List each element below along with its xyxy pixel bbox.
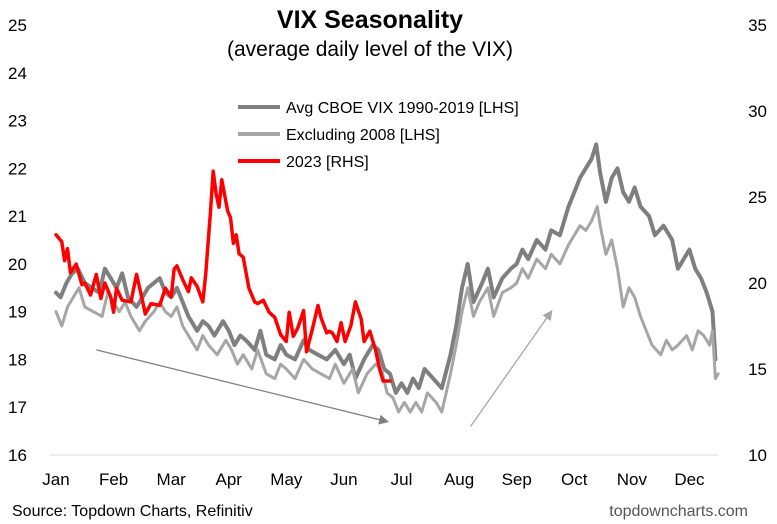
series-line-1 <box>54 142 718 395</box>
right-y-axis: 10 15 20 25 30 35 <box>748 16 767 465</box>
trend-arrow <box>470 310 553 427</box>
x-tick-label: Nov <box>617 470 648 489</box>
left-tick-label: 18 <box>8 350 27 369</box>
x-tick-label: Jun <box>330 470 357 489</box>
right-tick-label: 15 <box>748 360 767 379</box>
legend-label: 2023 [RHS] <box>286 154 369 171</box>
left-tick-label: 22 <box>8 159 27 178</box>
x-tick-label: Apr <box>216 470 243 489</box>
legend: Avg CBOE VIX 1990-2019 [LHS] Excluding 20… <box>238 100 519 171</box>
right-tick-label: 10 <box>748 446 767 465</box>
x-tick-label: Oct <box>561 470 588 489</box>
series-line-2 <box>54 205 720 414</box>
right-tick-label: 35 <box>748 16 767 35</box>
x-axis: Jan Feb Mar Apr May Jun Jul Aug Sep Oct Nov Dec <box>42 470 705 489</box>
left-tick-label: 24 <box>8 64 27 83</box>
x-tick-label: Sep <box>502 470 532 489</box>
left-tick-label: 16 <box>8 446 27 465</box>
trend-arrow <box>96 349 390 425</box>
x-tick-label: Jul <box>391 470 413 489</box>
brand-url: topdowncharts.com <box>609 503 748 520</box>
x-tick-label: Aug <box>444 470 474 489</box>
series-line-3 <box>54 169 392 383</box>
left-y-axis: 16 17 18 19 20 21 22 23 24 25 <box>8 16 27 465</box>
chart-subtitle: (average daily level of the VIX) <box>227 38 513 61</box>
right-tick-label: 25 <box>748 188 767 207</box>
legend-label: Avg CBOE VIX 1990-2019 [LHS] <box>286 100 519 117</box>
x-tick-label: Dec <box>674 470 705 489</box>
source-note: Source: Topdown Charts, Refinitiv <box>12 503 253 520</box>
chart-title: VIX Seasonality <box>277 6 463 34</box>
left-tick-label: 25 <box>8 16 27 35</box>
left-tick-label: 20 <box>8 255 27 274</box>
x-tick-label: Jan <box>42 470 69 489</box>
x-tick-label: May <box>270 470 303 489</box>
x-tick-label: Mar <box>157 470 187 489</box>
series-lines <box>54 142 720 414</box>
right-tick-label: 30 <box>748 102 767 121</box>
left-tick-label: 17 <box>8 398 27 417</box>
x-tick-label: Feb <box>99 470 128 489</box>
right-tick-label: 20 <box>748 274 767 293</box>
trend-arrows <box>96 310 553 427</box>
left-tick-label: 19 <box>8 303 27 322</box>
legend-label: Excluding 2008 [LHS] <box>286 127 440 144</box>
left-tick-label: 21 <box>8 207 27 226</box>
left-tick-label: 23 <box>8 112 27 131</box>
